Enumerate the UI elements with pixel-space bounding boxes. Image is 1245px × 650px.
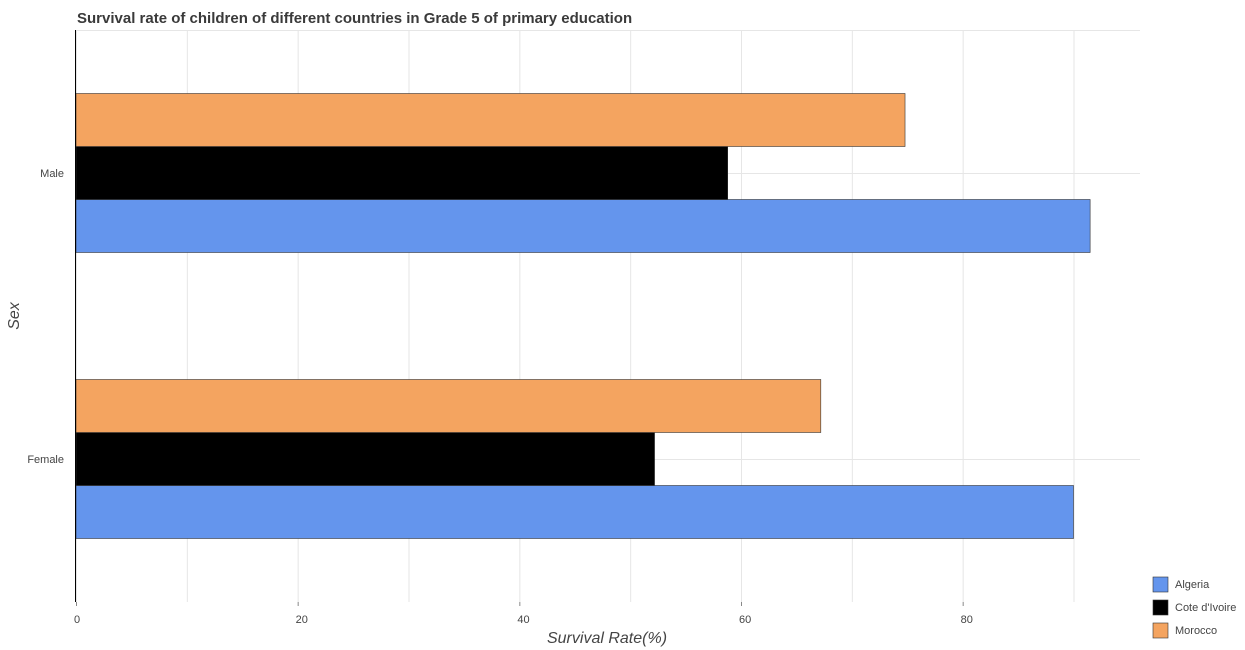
x-tick-labels: 0 20 40 60 80: [74, 602, 973, 626]
x-tick-label: 80: [961, 614, 973, 626]
legend-label-algeria: Algeria: [1175, 579, 1210, 591]
legend-label-cote-d-ivoire: Cote d'Ivoire: [1175, 602, 1236, 614]
x-tick-label: 40: [517, 614, 529, 626]
y-tick-labels: Male Female: [27, 168, 64, 466]
legend-swatch-algeria: [1152, 576, 1169, 593]
chart-title: Survival rate of children of different c…: [77, 10, 632, 27]
legend-swatch-cote-d-ivoire: [1152, 599, 1169, 616]
legend-label-morocco: Morocco: [1175, 625, 1217, 637]
x-tick-label: 20: [296, 614, 308, 626]
bar-male-algeria: [75, 199, 1091, 253]
bar-male-cote-d-ivoire: [75, 146, 729, 200]
x-axis-title: Survival Rate(%): [547, 630, 667, 647]
bar-female-algeria: [75, 485, 1074, 539]
y-tick-label-male: Male: [40, 168, 64, 180]
y-axis-title: Sex: [6, 301, 23, 330]
y-tick-label-female: Female: [27, 454, 64, 466]
bar-female-morocco: [75, 379, 822, 433]
bar-female-cote-d-ivoire: [75, 432, 655, 486]
bars: [75, 93, 1091, 539]
bar-male-morocco: [75, 93, 906, 147]
legend-swatch-morocco: [1152, 622, 1169, 639]
x-tick-label: 0: [74, 614, 80, 626]
legend: Algeria Cote d'Ivoire Morocco: [1152, 576, 1236, 639]
x-tick-label: 60: [739, 614, 751, 626]
